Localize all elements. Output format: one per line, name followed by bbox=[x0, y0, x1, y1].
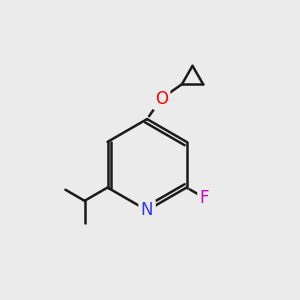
Text: N: N bbox=[141, 201, 153, 219]
Text: O: O bbox=[155, 90, 168, 108]
Text: F: F bbox=[200, 189, 209, 207]
